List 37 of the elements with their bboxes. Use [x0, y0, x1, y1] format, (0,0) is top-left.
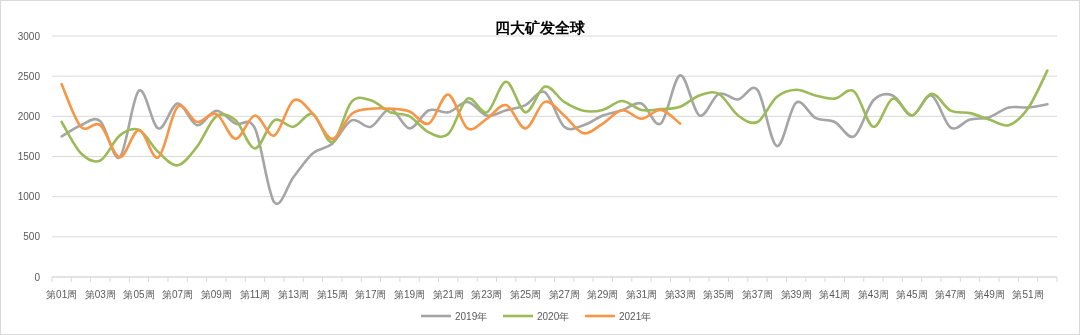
x-tick-label: 第45周 [896, 289, 928, 300]
legend-label: 2021年 [619, 310, 652, 322]
x-tick-label: 第23周 [471, 289, 503, 300]
x-tick-label: 第37周 [741, 289, 773, 300]
x-tick-label: 第03周 [84, 289, 116, 300]
legend-label: 2019年 [455, 310, 488, 322]
x-tick-label: 第49周 [973, 289, 1005, 300]
chart-title: 四大矿发全球 [495, 19, 586, 36]
x-tick-label: 第33周 [664, 289, 696, 300]
x-tick-label: 第25周 [509, 289, 542, 300]
y-tick-label: 3000 [17, 30, 41, 42]
x-tick-label: 第13周 [278, 289, 310, 300]
x-tick-label: 第39周 [780, 289, 812, 300]
y-tick-label: 2500 [17, 70, 41, 82]
x-tick-label: 第35周 [703, 289, 735, 300]
y-tick-label: 2000 [17, 110, 41, 122]
x-tick-label: 第51周 [1012, 289, 1044, 300]
x-tick-label: 第31周 [625, 289, 658, 300]
x-tick-label: 第07周 [162, 289, 194, 300]
y-tick-label: 0 [34, 271, 41, 283]
x-tick-label: 第09周 [200, 289, 232, 300]
legend-label: 2020年 [537, 310, 570, 322]
x-tick-label: 第19周 [393, 289, 426, 300]
y-tick-label: 500 [23, 231, 41, 243]
x-tick-label: 第41周 [819, 289, 851, 300]
x-tick-label: 第15周 [316, 289, 348, 300]
x-tick-label: 第05周 [123, 289, 155, 300]
x-tick-label: 第11周 [239, 289, 271, 300]
x-tick-label: 第29周 [587, 289, 619, 300]
x-tick-label: 第17周 [355, 289, 387, 300]
x-tick-label: 第21周 [432, 289, 464, 300]
x-tick-label: 第01周 [46, 289, 78, 300]
y-tick-label: 1500 [17, 151, 41, 162]
y-tick-label: 1000 [17, 191, 41, 203]
x-tick-label: 第27周 [548, 289, 580, 300]
x-tick-label: 第47周 [935, 289, 967, 300]
x-tick-label: 第43周 [857, 289, 889, 300]
